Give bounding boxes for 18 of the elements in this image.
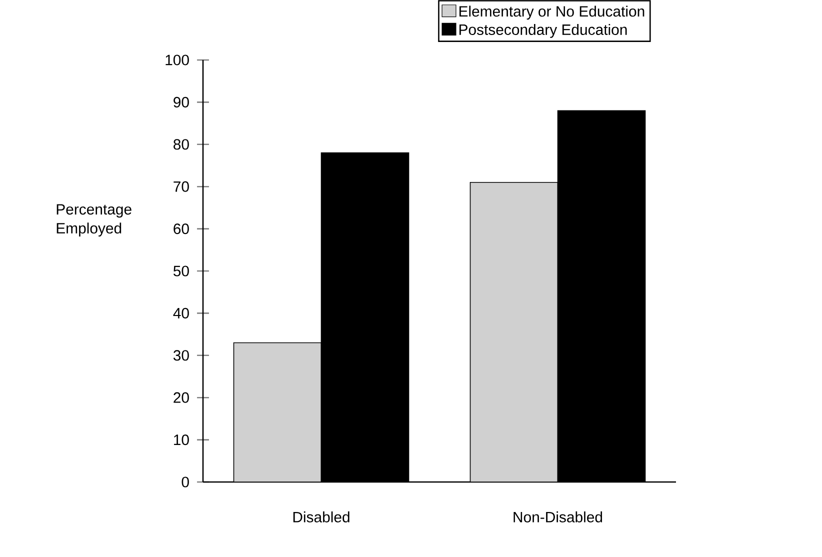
- y-tick-label: 0: [182, 476, 189, 488]
- y-tick-label: 30: [173, 350, 189, 361]
- bar: [470, 182, 558, 482]
- y-tick-label: 60: [174, 224, 189, 234]
- y-tick-label: 20: [174, 392, 189, 403]
- y-tick-label: 90: [174, 96, 189, 108]
- x-tick-label: Non-Disabled: [514, 511, 602, 522]
- legend-label: Postsecondary Education: [459, 24, 627, 38]
- y-tick-label: 50: [173, 266, 189, 276]
- bar: [233, 342, 322, 482]
- x-tick-label: Disabled: [293, 511, 350, 522]
- y-tick-label: 40: [173, 308, 189, 318]
- y-tick-label: 10: [174, 434, 189, 446]
- legend-label: Elementary or No Education: [459, 6, 644, 20]
- y-tick-label: 100: [166, 54, 189, 66]
- y-axis-title: Percentage Employed: [56, 204, 132, 237]
- y-tick-label: 80: [174, 139, 189, 150]
- y-tick-label: 70: [174, 181, 189, 192]
